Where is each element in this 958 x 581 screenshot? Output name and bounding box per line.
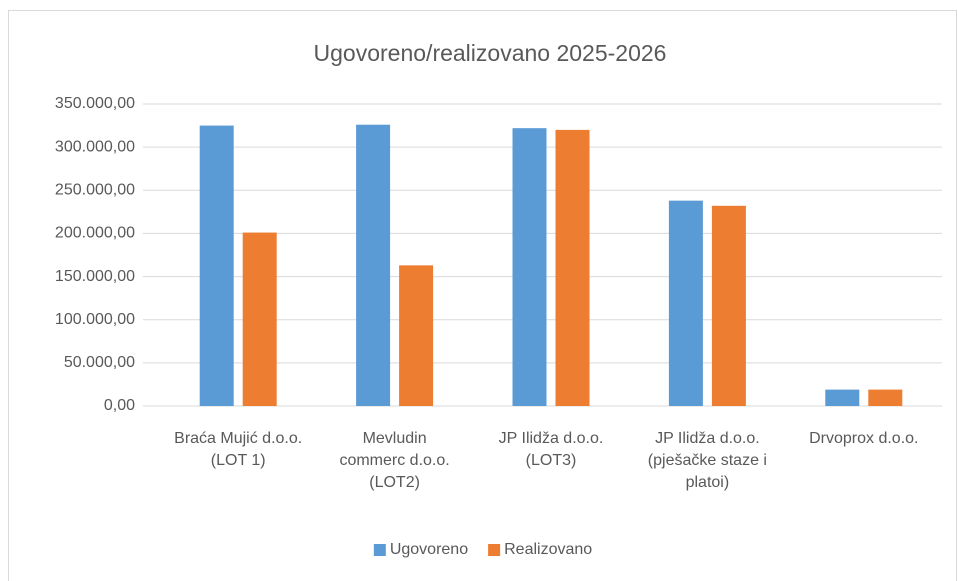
- legend-swatch: [373, 544, 386, 556]
- x-tick-label: JP Ilidža d.o.o. (LOT3): [498, 430, 604, 469]
- legend-label: Realizovano: [504, 541, 592, 558]
- chart-frame: [8, 10, 957, 581]
- x-tick-label: Drvoprox d.o.o.: [809, 430, 919, 447]
- x-tick-label: Mevludin commerc d.o.o. (LOT2): [339, 430, 450, 491]
- x-tick-label: Braća Mujić d.o.o. (LOT 1): [174, 430, 303, 469]
- legend-swatch: [488, 544, 501, 556]
- bar: [668, 200, 703, 406]
- chart-title: Ugovoreno/realizovano 2025-2026: [314, 40, 667, 66]
- y-tick-label: 0,00: [104, 397, 135, 414]
- y-tick-label: 100.000,00: [55, 311, 135, 328]
- y-tick-label: 200.000,00: [55, 225, 135, 242]
- y-tick-label: 300.000,00: [55, 138, 135, 155]
- bar: [199, 125, 234, 407]
- bar: [555, 129, 590, 406]
- bar: [711, 205, 746, 406]
- y-tick-label: 350.000,00: [55, 95, 135, 112]
- bar: [356, 124, 391, 407]
- y-tick-label: 250.000,00: [55, 182, 135, 199]
- bar: [512, 128, 547, 406]
- bar: [868, 389, 903, 406]
- y-tick-label: 150.000,00: [55, 268, 135, 285]
- bar: [399, 265, 434, 406]
- y-tick-label: 50.000,00: [64, 354, 135, 371]
- legend-label: Ugovoreno: [390, 541, 468, 558]
- bar: [825, 389, 860, 406]
- bar: [242, 232, 277, 406]
- x-tick-label: JP Ilidža d.o.o. (pješačke staze i plato…: [647, 430, 767, 491]
